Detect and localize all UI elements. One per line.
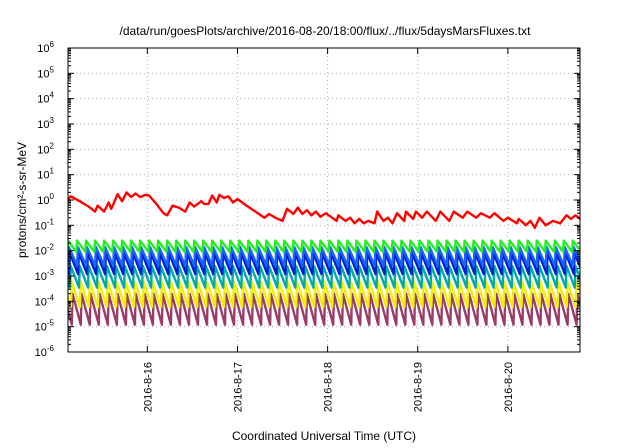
axis-ticks <box>68 47 580 353</box>
y-tick-label: 10-4 <box>35 293 55 308</box>
series-line <box>68 251 580 276</box>
series-line <box>68 245 580 268</box>
chart-title: /data/run/goesPlots/archive/2016-08-20/1… <box>120 24 532 38</box>
y-tick-labels: 10-6 10-5 10-4 10-3 10-2 10-1 100 101 102 103 104 1… <box>35 40 55 359</box>
x-tick-labels: 2016-8-16 2016-8-17 2016-8-18 2016-8-19 2016… <box>142 362 515 412</box>
y-tick-label: 10-2 <box>35 243 55 258</box>
x-tick-label: 2016-8-18 <box>323 362 335 412</box>
series-line <box>68 280 580 309</box>
y-axis-label: protons/cm²-s-sr-MeV <box>15 142 29 258</box>
x-axis-label: Coordinated Universal Time (UTC) <box>232 429 416 443</box>
x-tick-label: 2016-8-19 <box>413 362 425 412</box>
y-tick-label: 10-3 <box>35 268 55 283</box>
series-line <box>68 239 580 254</box>
x-tick-label: 2016-8-17 <box>232 362 244 412</box>
y-tick-label: 10-1 <box>35 217 55 232</box>
x-tick-label: 2016-8-20 <box>503 362 515 412</box>
y-tick-label: 102 <box>37 141 54 156</box>
series-line <box>68 264 580 289</box>
x-tick-label: 2016-8-16 <box>142 362 154 412</box>
y-tick-label: 103 <box>37 116 54 131</box>
series-line <box>68 191 580 230</box>
series-line <box>68 292 580 326</box>
y-tick-label: 101 <box>37 167 54 182</box>
y-tick-label: 100 <box>37 192 54 207</box>
y-tick-label: 10-6 <box>35 344 55 359</box>
y-tick-label: 104 <box>37 91 54 106</box>
y-tick-label: 106 <box>37 40 54 55</box>
data-series <box>68 191 580 326</box>
y-tick-label: 105 <box>37 65 54 80</box>
y-tick-label: 10-5 <box>35 319 55 334</box>
